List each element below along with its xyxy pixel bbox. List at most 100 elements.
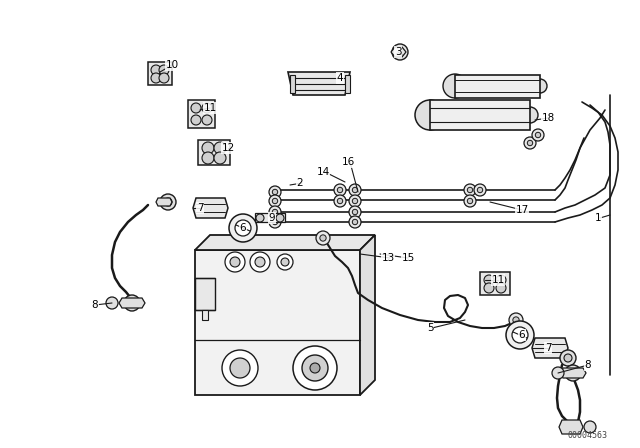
- Circle shape: [352, 187, 358, 193]
- Polygon shape: [148, 62, 172, 85]
- Circle shape: [477, 187, 483, 193]
- Circle shape: [302, 355, 328, 381]
- Text: 11: 11: [492, 275, 504, 285]
- Circle shape: [524, 137, 536, 149]
- Polygon shape: [198, 140, 230, 165]
- Circle shape: [560, 350, 576, 366]
- Circle shape: [272, 220, 278, 225]
- Text: 18: 18: [541, 113, 555, 123]
- Polygon shape: [360, 235, 375, 395]
- Text: 15: 15: [401, 253, 415, 263]
- Circle shape: [106, 297, 118, 309]
- Polygon shape: [560, 368, 586, 378]
- Text: 7: 7: [545, 343, 551, 353]
- Polygon shape: [188, 100, 215, 128]
- Circle shape: [564, 354, 572, 362]
- Circle shape: [202, 115, 212, 125]
- Text: 8: 8: [585, 360, 591, 370]
- Polygon shape: [430, 100, 530, 130]
- Circle shape: [349, 195, 361, 207]
- Circle shape: [256, 214, 264, 222]
- Circle shape: [276, 214, 284, 222]
- Polygon shape: [532, 338, 568, 358]
- Text: 3: 3: [395, 47, 401, 57]
- Circle shape: [124, 295, 140, 311]
- Polygon shape: [195, 250, 360, 395]
- Circle shape: [269, 195, 281, 207]
- Circle shape: [229, 214, 257, 242]
- Polygon shape: [559, 420, 583, 434]
- Polygon shape: [156, 198, 172, 206]
- Circle shape: [310, 363, 320, 373]
- Circle shape: [293, 346, 337, 390]
- Circle shape: [527, 140, 532, 146]
- Circle shape: [392, 44, 408, 60]
- Text: 4: 4: [337, 73, 343, 83]
- Text: 11: 11: [204, 103, 216, 113]
- Circle shape: [255, 257, 265, 267]
- Polygon shape: [345, 75, 350, 93]
- Circle shape: [202, 103, 212, 113]
- Circle shape: [277, 254, 293, 270]
- Circle shape: [464, 195, 476, 207]
- Circle shape: [349, 216, 361, 228]
- Circle shape: [202, 152, 214, 164]
- Text: 16: 16: [341, 157, 355, 167]
- Polygon shape: [195, 278, 215, 310]
- Circle shape: [484, 283, 494, 293]
- Circle shape: [509, 313, 523, 327]
- Ellipse shape: [443, 74, 467, 98]
- Text: 6: 6: [518, 330, 525, 340]
- Polygon shape: [288, 72, 350, 95]
- Circle shape: [532, 129, 544, 141]
- Circle shape: [235, 220, 251, 236]
- Polygon shape: [290, 75, 295, 93]
- Text: 5: 5: [427, 323, 433, 333]
- Circle shape: [272, 190, 278, 195]
- Circle shape: [225, 252, 245, 272]
- Circle shape: [512, 327, 528, 343]
- Text: 8: 8: [92, 300, 99, 310]
- Text: 9: 9: [269, 213, 275, 223]
- Circle shape: [151, 73, 161, 83]
- Text: 2: 2: [297, 178, 303, 188]
- Polygon shape: [202, 310, 208, 320]
- Text: 7: 7: [196, 203, 204, 213]
- Circle shape: [214, 142, 226, 154]
- Ellipse shape: [522, 107, 538, 123]
- Circle shape: [506, 321, 534, 349]
- Circle shape: [151, 65, 161, 75]
- Text: 12: 12: [221, 143, 235, 153]
- Text: 17: 17: [515, 205, 529, 215]
- Circle shape: [496, 283, 506, 293]
- Circle shape: [202, 142, 214, 154]
- Circle shape: [474, 184, 486, 196]
- Circle shape: [464, 184, 476, 196]
- Circle shape: [337, 198, 342, 204]
- Circle shape: [159, 73, 169, 83]
- Circle shape: [352, 209, 358, 215]
- Polygon shape: [455, 75, 540, 98]
- Circle shape: [281, 258, 289, 266]
- Circle shape: [272, 209, 278, 215]
- Circle shape: [352, 198, 358, 204]
- Circle shape: [467, 187, 473, 193]
- Circle shape: [337, 187, 342, 193]
- Text: 1: 1: [595, 213, 602, 223]
- Circle shape: [250, 252, 270, 272]
- Circle shape: [230, 358, 250, 378]
- Circle shape: [513, 317, 519, 323]
- Circle shape: [269, 186, 281, 198]
- Circle shape: [496, 275, 506, 285]
- Circle shape: [214, 152, 226, 164]
- Circle shape: [269, 216, 281, 228]
- Circle shape: [191, 103, 201, 113]
- Ellipse shape: [533, 79, 547, 93]
- Text: 13: 13: [381, 253, 395, 263]
- Circle shape: [320, 235, 326, 241]
- Circle shape: [396, 48, 404, 56]
- Circle shape: [272, 198, 278, 204]
- Circle shape: [565, 365, 581, 381]
- Polygon shape: [480, 272, 510, 295]
- Circle shape: [160, 194, 176, 210]
